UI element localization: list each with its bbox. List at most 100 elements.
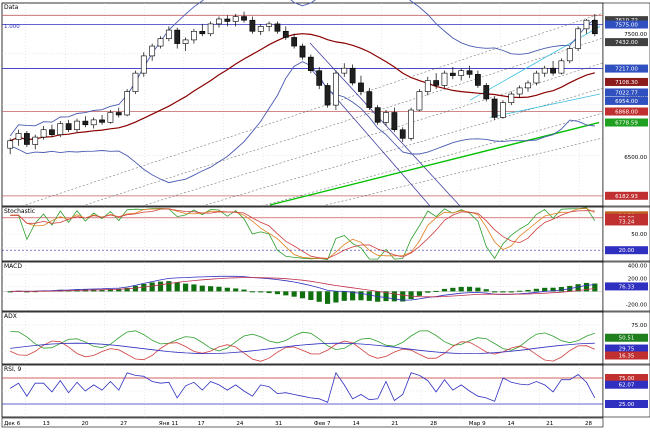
candle-up — [90, 119, 97, 126]
macd-histogram-bar — [324, 291, 331, 304]
candle-up — [207, 23, 214, 35]
indicator-tag — [605, 344, 648, 353]
candle-down — [65, 123, 72, 131]
macd-histogram-bar — [517, 290, 523, 292]
price-tag-label: 7575.00 — [615, 23, 638, 29]
macd-histogram-bar — [157, 281, 164, 292]
macd-histogram-bar — [141, 283, 147, 292]
candle-down — [324, 85, 331, 106]
candle-up — [408, 109, 414, 139]
macd-histogram-bar — [333, 291, 339, 303]
panel-title: MACD — [4, 263, 22, 270]
indicator-tag-label: 75.00 — [619, 376, 635, 382]
rsi-line — [9, 371, 596, 403]
time-axis-tick-label: 28 — [585, 421, 592, 427]
candle-up — [257, 26, 264, 32]
panel-title: ADX — [4, 313, 17, 320]
candle-up — [132, 72, 139, 92]
macd-histogram-bar — [224, 287, 230, 292]
candle-up — [32, 136, 39, 145]
candle-up — [191, 30, 197, 41]
candle-up — [575, 28, 582, 49]
indicator-tag — [605, 282, 648, 291]
macd-histogram-bar — [341, 291, 347, 301]
fan-line — [81, 37, 604, 207]
candle-down — [366, 91, 373, 108]
candle-up — [458, 70, 465, 76]
macd-histogram-bar — [132, 285, 139, 292]
macd-histogram-bar — [241, 289, 247, 292]
time-axis-tick-label: 28 — [430, 421, 437, 427]
moving-average — [9, 33, 595, 142]
time-axis — [1, 417, 604, 428]
macd-histogram-bar — [450, 287, 456, 292]
candle-down — [23, 133, 30, 145]
price-tag-label: 6182.93 — [615, 194, 638, 200]
time-axis-tick-label: 31 — [275, 421, 282, 427]
macd-histogram-bar — [391, 291, 397, 302]
macd-histogram-bar — [408, 291, 414, 300]
time-axis-tick-label: 20 — [81, 421, 88, 427]
macd-histogram-bar — [24, 291, 30, 293]
candle-down — [274, 23, 281, 32]
candle-down — [49, 129, 55, 135]
time-axis-tick-label: 14 — [508, 421, 515, 427]
macd-histogram-bar — [558, 286, 565, 292]
macd-histogram-bar — [492, 291, 498, 293]
candle-down — [199, 30, 206, 35]
price-tag-label: 7108.30 — [615, 80, 638, 86]
macd-histogram-bar — [350, 291, 356, 301]
candle-up — [7, 140, 14, 149]
candle-up — [566, 48, 573, 62]
candle-down — [224, 18, 231, 22]
candle-down — [374, 107, 381, 123]
candle-down — [282, 30, 289, 38]
candle-down — [483, 85, 490, 100]
macd-histogram-bar — [283, 291, 289, 296]
candle-up — [441, 72, 448, 86]
time-axis-tick-label: Янв 11 — [159, 421, 178, 427]
macd-histogram-bar — [425, 291, 431, 293]
time-axis-tick-label: 13 — [43, 421, 50, 427]
fan-line — [261, 112, 604, 207]
axis-tick-label: 400.00 — [628, 263, 648, 269]
time-axis-tick-label: 14 — [353, 421, 360, 427]
macd-histogram-bar — [383, 291, 389, 302]
price-tag — [605, 16, 648, 25]
candle-down — [550, 67, 556, 74]
adx-plus-di — [10, 330, 595, 352]
candle-up — [533, 72, 540, 84]
macd-histogram-bar — [274, 291, 281, 295]
price-tag-label: 7432.00 — [615, 40, 638, 46]
price-tag — [605, 107, 648, 116]
indicator-tag-label: 20.00 — [619, 248, 635, 254]
candle-down — [99, 119, 105, 123]
macd-histogram-bar — [7, 291, 13, 293]
macd-histogram-bar — [191, 284, 197, 292]
macd-histogram-bar — [358, 291, 364, 301]
panel-title: RSI, 9 — [4, 366, 22, 373]
macd-histogram-bar — [316, 291, 322, 302]
indicator-tag — [605, 374, 648, 382]
price-tag-label: 6954.00 — [615, 99, 638, 105]
candle-up — [516, 87, 523, 95]
candle-down — [82, 120, 89, 126]
candle-up — [124, 91, 130, 116]
candle-down — [316, 70, 323, 86]
macd-histogram-bar — [475, 287, 481, 292]
price-tag — [605, 88, 648, 97]
indicator-tag-label: 62.07 — [619, 383, 635, 389]
time-axis-tick-label: 27 — [120, 421, 127, 427]
candle-up — [525, 82, 531, 89]
macd-histogram-bar — [291, 291, 297, 297]
candle-up — [57, 123, 64, 135]
indicator-tag — [605, 246, 648, 255]
price-tag-label: 6778.59 — [615, 121, 638, 127]
price-tag — [605, 191, 648, 200]
macd-histogram-bar — [500, 291, 506, 293]
macd-histogram-bar — [533, 288, 539, 292]
macd-histogram-bar — [433, 290, 439, 292]
